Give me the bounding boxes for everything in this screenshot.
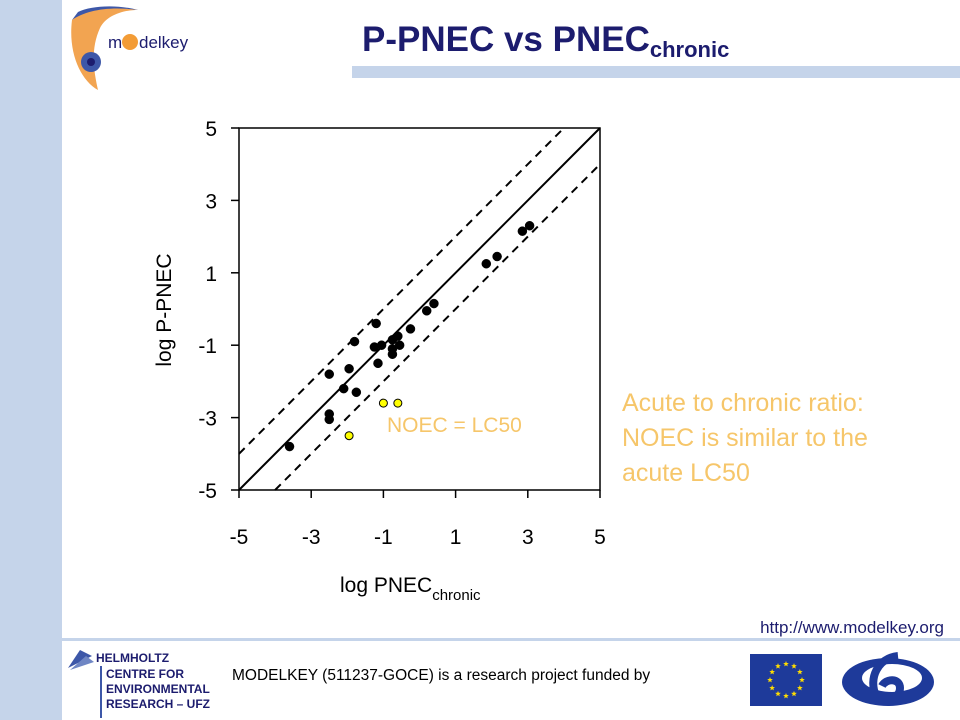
eu-star-icon <box>769 669 775 675</box>
x-tick-label: 3 <box>522 526 534 549</box>
annotation-line-2: NOEC is similar to the <box>622 424 868 452</box>
x-axis-label: log PNECchronic <box>340 574 481 604</box>
eu-star-icon <box>767 677 773 683</box>
dashed-reference-line <box>274 163 601 491</box>
data-point <box>387 349 398 359</box>
annotation-line-3: acute LC50 <box>622 459 750 487</box>
data-point <box>371 318 381 329</box>
eu-star-icon <box>775 690 781 697</box>
data-point <box>324 414 334 425</box>
fp6-logo <box>842 652 934 706</box>
helmholtz-ufz-logo: HELMHOLTZ CENTRE FOR ENVIRONMENTAL RESEA… <box>68 650 210 718</box>
data-point <box>405 324 416 334</box>
x-tick-label: -1 <box>374 526 393 549</box>
data-point <box>429 298 439 309</box>
data-point <box>393 331 403 341</box>
eu-star-icon <box>783 693 789 699</box>
data-point <box>394 340 405 350</box>
logo-text-m: m <box>108 33 122 52</box>
eu-star-icon <box>791 690 797 697</box>
data-point-yellow <box>378 398 388 408</box>
data-point <box>517 226 528 236</box>
data-point <box>481 259 492 269</box>
data-point <box>421 306 432 316</box>
slide-title-main: P-PNEC vs PNEC <box>362 20 650 59</box>
slide-title: P-PNEC vs PNECchronic <box>362 20 729 63</box>
data-point <box>524 220 535 231</box>
data-point <box>344 363 354 374</box>
eu-star-icon <box>769 685 775 691</box>
x-tick-label: -5 <box>230 526 249 549</box>
eu-star-icon <box>797 685 803 691</box>
y-tick-label: -5 <box>198 480 217 503</box>
helmholtz-line-1: HELMHOLTZ <box>96 651 169 665</box>
helmholtz-line-2: CENTRE FOR <box>106 667 184 681</box>
data-point <box>373 358 383 369</box>
annotation-line-1: Acute to chronic ratio: <box>622 389 864 417</box>
data-point <box>284 441 295 452</box>
y-axis-label: log P-PNEC <box>153 253 176 366</box>
y-tick-label: -1 <box>198 335 217 358</box>
y-tick-label: -3 <box>198 408 217 431</box>
eu-flag-icon <box>750 654 822 706</box>
data-point-yellow <box>344 431 354 441</box>
eu-star-icon <box>783 661 789 667</box>
funding-statement: MODELKEY (511237-GOCE) is a research pro… <box>232 667 651 684</box>
data-point-yellow <box>393 398 403 408</box>
plot-frame <box>238 127 601 491</box>
helmholtz-line-3: ENVIRONMENTAL <box>106 682 210 696</box>
side-accent-bar <box>0 0 62 720</box>
noec-lc50-annotation: NOEC = LC50 <box>387 414 522 437</box>
scatter-chart: -5 -3 -1 1 3 5 5 3 1 -1 -3 -5 log PNECchronic log P-P… <box>153 118 606 604</box>
acute-chronic-annotation: Acute to chronic ratio: NOEC is similar … <box>622 386 952 491</box>
dashed-reference-line <box>238 127 565 455</box>
footer-divider <box>62 638 960 641</box>
x-tick-label: 5 <box>594 526 606 549</box>
data-point <box>338 383 349 394</box>
y-tick-label: 3 <box>205 190 217 213</box>
slide-title-subscript: chronic <box>649 37 730 62</box>
title-underline-bar <box>352 66 960 78</box>
data-point <box>492 251 502 262</box>
x-tick-label: -3 <box>302 526 321 549</box>
website-link[interactable]: http://www.modelkey.org <box>760 618 944 637</box>
helmholtz-line-4: RESEARCH – UFZ <box>106 697 210 711</box>
y-tick-label: 1 <box>205 263 217 286</box>
identity-line <box>238 127 601 491</box>
eu-star-icon <box>797 669 803 675</box>
x-tick-label: 1 <box>450 526 462 549</box>
eu-star-icon <box>775 663 781 669</box>
eu-star-icon <box>791 663 797 669</box>
data-point <box>351 387 362 398</box>
modelkey-logo: m delkey <box>71 6 189 91</box>
y-tick-label: 5 <box>205 118 217 141</box>
data-point <box>324 369 334 379</box>
data-point <box>376 340 387 350</box>
eu-star-icon <box>799 677 805 683</box>
data-point <box>349 336 360 347</box>
logo-text-delkey: delkey <box>139 33 189 52</box>
